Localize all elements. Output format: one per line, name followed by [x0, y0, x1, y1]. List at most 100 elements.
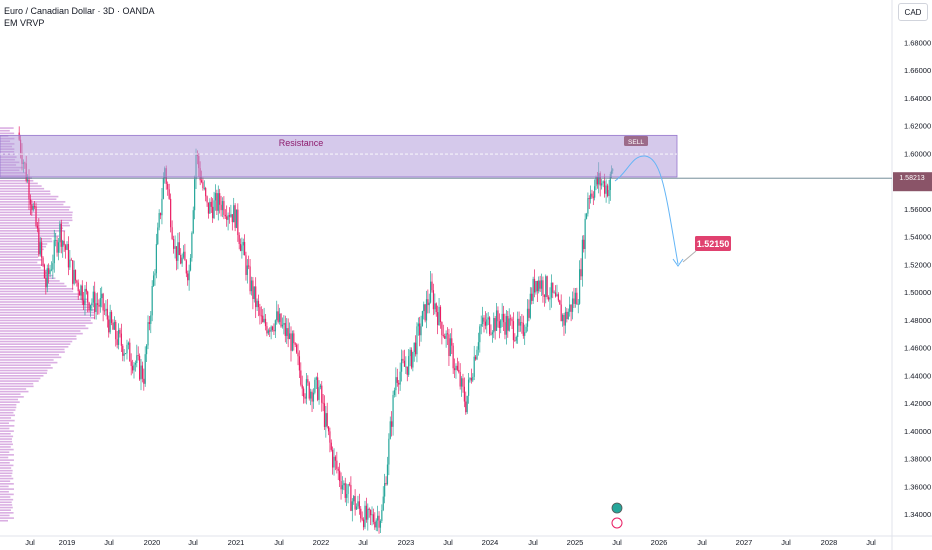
current-price-value: 1.58213 [899, 175, 924, 182]
candle-body [224, 214, 226, 217]
candle-body [185, 260, 187, 274]
candle-body [46, 268, 48, 288]
volume-profile-bar [0, 285, 67, 287]
candle-body [416, 326, 418, 355]
volume-profile-bar [0, 475, 12, 477]
candle-body [246, 265, 248, 275]
sell-badge [624, 136, 648, 146]
y-tick-label: 1.40000 [904, 427, 931, 436]
candle-body [378, 515, 380, 528]
y-tick-label: 1.38000 [904, 455, 931, 464]
volume-profile-bar [0, 314, 95, 316]
candle-body [549, 297, 551, 300]
candle-body [451, 338, 453, 346]
volume-profile-bar [0, 430, 14, 432]
candle-body [213, 200, 215, 219]
candle-body [438, 306, 440, 326]
candle-body [177, 242, 179, 261]
volume-profile-bar [0, 438, 12, 440]
volume-profile-bar [0, 488, 14, 490]
candle-body [425, 299, 428, 321]
candle-body [29, 199, 32, 205]
volume-profile-bar [0, 396, 24, 398]
candle-body [535, 281, 537, 293]
volume-profile-bar [0, 253, 42, 256]
candle-body [400, 358, 403, 372]
candle-body [223, 201, 225, 215]
candle-body [116, 339, 118, 345]
candle-body [53, 240, 55, 264]
candle-body [594, 186, 596, 198]
candle-body [375, 520, 377, 528]
candle-body [315, 377, 317, 380]
candle-body [290, 333, 292, 351]
candle-body [200, 180, 203, 183]
candle-body [601, 183, 603, 186]
candle-body [194, 179, 196, 211]
candle-body [155, 244, 157, 274]
candle-body [333, 456, 335, 468]
candle-body [269, 330, 271, 332]
candle-body [207, 202, 210, 214]
candle-body [501, 313, 503, 321]
candle-body [221, 201, 224, 211]
candle-body [519, 322, 522, 326]
candle-body [248, 265, 250, 267]
candle-body [336, 460, 338, 469]
candle-body [370, 509, 372, 516]
volume-profile-bar [0, 256, 39, 259]
volume-profile-bar [0, 390, 29, 393]
x-tick-label: Jul [358, 538, 368, 547]
volume-profile-bar [0, 324, 86, 327]
volume-profile-bar [0, 364, 51, 367]
candle-body [580, 269, 582, 277]
y-tick-label: 1.42000 [904, 399, 931, 408]
candle-body [365, 505, 368, 520]
volume-profile-bar [0, 327, 89, 330]
candle-body [371, 514, 373, 516]
candle-body [84, 288, 86, 306]
candle-body [308, 382, 310, 399]
candle-body [167, 183, 169, 190]
candle-body [294, 343, 296, 345]
candle-body [178, 242, 180, 255]
volume-profile-bar [0, 417, 12, 419]
candle-body [590, 193, 592, 199]
candle-body [144, 354, 146, 384]
volume-profile-bar [0, 301, 87, 303]
volume-profile-bar [0, 419, 15, 422]
candle-body [564, 311, 567, 326]
candle-body [591, 193, 593, 197]
volume-profile-bar [0, 277, 56, 280]
candle-body [81, 285, 83, 301]
candle-body [267, 330, 269, 334]
volume-profile-bar [0, 295, 80, 298]
indicator-label[interactable]: EM VRVP [4, 18, 45, 28]
currency-badge[interactable]: CAD [898, 3, 928, 21]
candle-body [533, 278, 536, 293]
candle-body [498, 321, 500, 328]
volume-profile-bar [0, 243, 48, 245]
volume-profile-bar [0, 367, 53, 369]
volume-profile-bar [0, 454, 14, 456]
candle-body [604, 181, 606, 194]
candle-body [187, 273, 189, 281]
target-connector [682, 250, 697, 263]
candle-body [552, 282, 554, 293]
volume-profile-bar [0, 240, 53, 243]
resistance-zone [0, 134, 678, 178]
volume-profile-bar [0, 464, 14, 467]
candle-body [598, 173, 600, 185]
candle-body [209, 201, 211, 214]
candle-body [52, 263, 54, 270]
candle-body [405, 366, 407, 368]
candle-body [445, 333, 447, 339]
y-tick-label: 1.54000 [904, 233, 931, 242]
candle-body [244, 242, 246, 256]
candle-body [569, 304, 571, 312]
volume-profile-bar [0, 406, 17, 409]
candle-body [273, 329, 275, 332]
volume-profile-bar [0, 480, 11, 483]
volume-profile-bar [0, 456, 9, 459]
